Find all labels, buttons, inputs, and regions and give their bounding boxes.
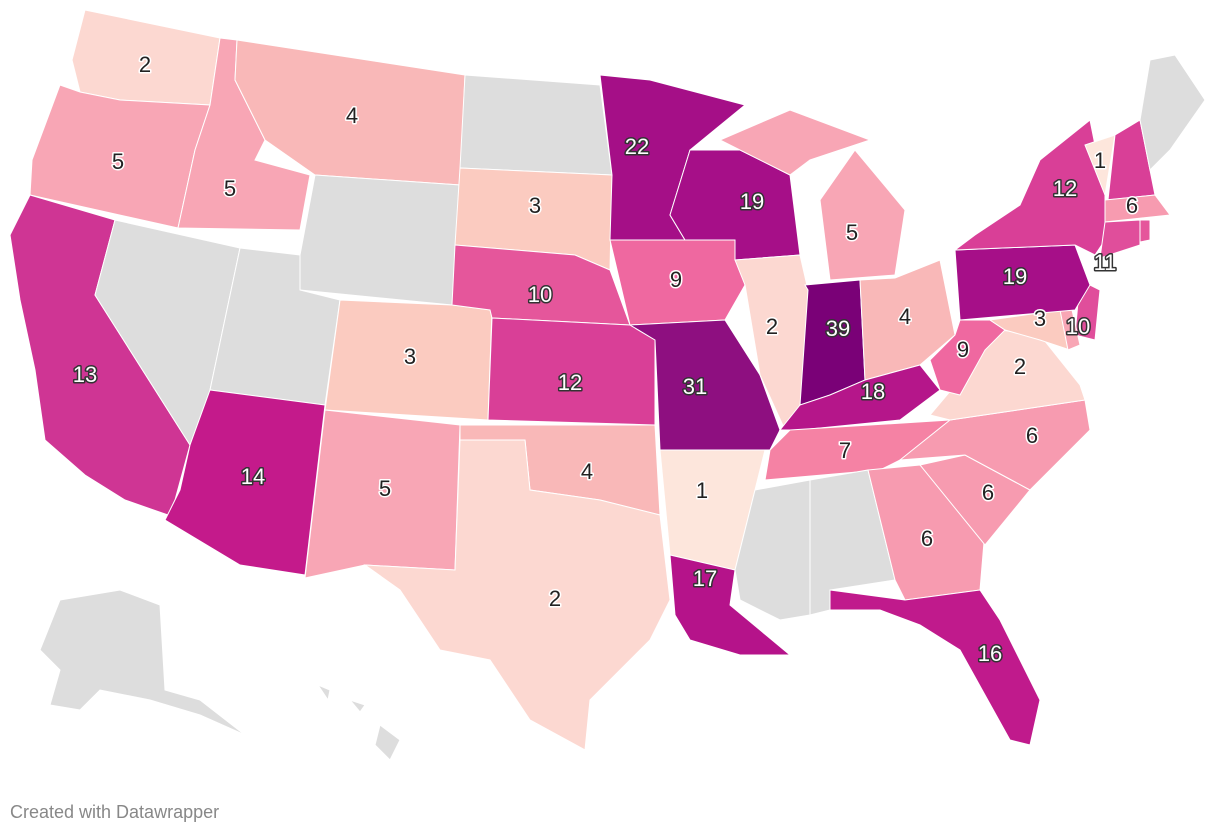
region-label: 4 [346,103,358,128]
region [1104,194,1171,223]
region-label: 10 [528,282,552,307]
region [487,317,656,426]
region-label: 6 [921,526,933,551]
region-label: 2 [139,52,151,77]
region-label: 10 [1066,314,1090,339]
region [628,319,781,451]
region [299,174,461,306]
region-label: 1 [696,478,708,503]
region [1099,219,1141,259]
region-label: 14 [241,464,265,489]
region-label: 18 [861,379,885,404]
region [953,119,1106,256]
region [1084,134,1116,197]
region-label: 4 [581,459,593,484]
region [1107,119,1156,201]
region [718,109,906,281]
region [1139,54,1206,172]
region-label: 16 [978,641,1002,666]
region [459,74,613,176]
region-label: 2 [766,314,778,339]
region-label: 7 [839,438,851,463]
region [829,589,1041,746]
region [778,364,941,431]
region [669,554,792,656]
region-label: 11 [1094,250,1117,275]
region-label: 17 [693,566,717,591]
region-label: 2 [549,586,561,611]
region-label: 19 [1003,264,1027,289]
region-label: 22 [625,134,649,159]
region [363,439,671,751]
region [316,683,401,761]
region-label: 6 [1126,193,1138,218]
region-label: 5 [379,476,391,501]
region-label: 9 [957,337,969,362]
region-label: 19 [740,189,764,214]
region-label: 3 [404,344,416,369]
region-label: 3 [1034,306,1046,331]
region-label: 31 [683,374,707,399]
region-label: 39 [826,316,850,341]
region-label: 5 [846,220,858,245]
region-label: 5 [224,176,236,201]
region-label: 12 [558,370,582,395]
region-label: 1 [1094,148,1106,173]
region-label: 6 [1026,423,1038,448]
region-label: 4 [899,304,911,329]
region [929,319,1006,396]
region [1139,219,1151,243]
region [164,389,326,576]
region-label: 12 [1053,176,1077,201]
region-label: 2 [1014,354,1026,379]
region-label: 13 [73,362,97,387]
region [39,589,246,736]
region-label: 9 [670,267,682,292]
region-label: 3 [529,193,541,218]
footer: Created with Datawrapper [10,802,219,822]
regions [9,9,1206,761]
region-label: 6 [982,480,994,505]
region-label: 5 [112,149,124,174]
